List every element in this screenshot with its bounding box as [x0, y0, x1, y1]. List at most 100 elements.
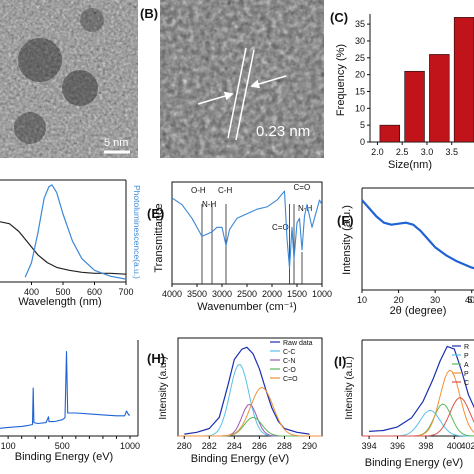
x-tick-label: 2500	[237, 289, 257, 299]
x-tick-label: 10	[357, 295, 367, 305]
panel-label-b: (B)	[140, 6, 158, 21]
arrow-left	[197, 91, 234, 105]
histogram-bar	[404, 70, 425, 143]
x-tick-label: 400	[24, 287, 39, 297]
x-tick-label: 3.5	[445, 147, 458, 157]
legend-label: C=O	[283, 376, 298, 383]
band-label: N-H	[202, 200, 216, 209]
x-tick-label: 402	[460, 441, 474, 451]
panel-label-e: (E)	[147, 206, 164, 221]
x-tick-label: 290	[302, 441, 317, 451]
x-tick-label: 2.5	[396, 147, 409, 157]
x-tick-label: 40	[465, 295, 474, 305]
x-tick-label: 4000	[162, 289, 182, 299]
panel-g-xps-survey: 100 500 1000 Binding Energy (eV)	[0, 340, 140, 463]
x-tick-label: 1000	[312, 289, 332, 299]
legend-label: C-N	[283, 358, 295, 365]
scale-bar-label: 5 nm	[104, 137, 128, 149]
y-axis-title: Intensity (a.u.)	[341, 205, 353, 275]
x-tick-label: 3500	[187, 289, 207, 299]
y-tick-label: 10	[355, 103, 365, 113]
nanoparticle	[14, 112, 46, 144]
y-tick-label: 25	[355, 53, 365, 63]
y-tick-label: 30	[355, 36, 365, 46]
lattice-fringe-line	[235, 49, 255, 141]
x-axis-title: Wavelength (nm)	[18, 296, 101, 308]
histogram-bar	[379, 124, 401, 143]
x-tick-label: 3000	[212, 289, 232, 299]
x-tick-label: 2.0	[371, 147, 384, 157]
nanoparticle	[62, 70, 98, 106]
x-tick-label: 700	[118, 287, 133, 297]
legend-label: C-O	[283, 367, 296, 374]
raw-data-line	[369, 345, 474, 432]
x-tick-label: 280	[177, 441, 192, 451]
y-axis-title: Intensity (a.u.)	[158, 356, 169, 419]
plot-frame	[171, 181, 323, 285]
y-axis-title: Frequency (%)	[335, 44, 347, 116]
panel-label-h: (H)	[147, 351, 165, 366]
x-tick-label: 288	[277, 441, 292, 451]
x-tick-label: 500	[55, 287, 70, 297]
band-label: C=O	[294, 183, 311, 192]
x-axis-title: Binding Energy (eV)	[365, 457, 463, 469]
x-tick-label: 2000	[262, 289, 282, 299]
right-axis-title: Photoluminescence(a.u.)	[132, 185, 142, 279]
fit-component-line	[362, 409, 474, 437]
x-axis-title: Binding Energy (eV)	[191, 453, 289, 465]
y-tick-label: 0	[360, 137, 365, 147]
x-tick-label: 286	[252, 441, 267, 451]
nanoparticle	[80, 8, 104, 32]
spectrum-line	[0, 221, 127, 275]
y-tick-label: 35	[355, 19, 365, 29]
arrow-right	[250, 75, 287, 89]
y-tick-label: 5	[360, 120, 365, 130]
y-axis-title: Transmittance	[153, 203, 165, 272]
x-tick-label: 500	[55, 441, 70, 451]
x-axis-title: Binding Energy (eV)	[15, 451, 113, 463]
plot-frame	[177, 337, 323, 437]
lattice-fringe-line	[227, 47, 247, 139]
nanoparticle	[18, 38, 62, 82]
y-axis-title: Intensity (a.u.)	[344, 356, 355, 419]
x-tick-label: 20	[394, 295, 404, 305]
x-tick-label: 5	[467, 295, 472, 305]
histogram-bar	[429, 54, 450, 143]
legend-label: P	[464, 353, 469, 360]
x-tick-label: 3.0	[421, 147, 434, 157]
legend-label: C	[464, 380, 469, 387]
legend-label: C-C	[283, 349, 295, 356]
x-tick-label: 282	[202, 441, 217, 451]
x-tick-label: 396	[390, 441, 405, 451]
band-label: C-H	[218, 186, 232, 195]
x-axis-title: Size(nm)	[388, 159, 432, 171]
y-tick-label: 20	[355, 70, 365, 80]
xrd-line	[361, 199, 474, 270]
x-tick-label: 400	[447, 441, 462, 451]
legend-label: A	[464, 362, 469, 369]
fit-component-line	[178, 387, 322, 437]
ftir-line	[171, 190, 323, 269]
y-tick-label: 15	[355, 86, 365, 96]
x-axis-title: 2θ (degree)	[390, 305, 447, 317]
legend-label: Raw data	[283, 340, 313, 347]
panel-label-f: (F)	[337, 213, 354, 228]
histogram-bar	[453, 17, 474, 143]
x-tick-label: 100	[1, 441, 16, 451]
panel-a-tem-image: 5 nm	[0, 0, 152, 158]
panel-label-i: (I)	[334, 354, 346, 369]
fit-component-line	[362, 397, 474, 437]
band-label: N-H	[298, 204, 312, 213]
x-tick-label: 398	[418, 441, 433, 451]
x-tick-label: 394	[362, 441, 377, 451]
x-tick-label: 1000	[120, 441, 140, 451]
panel-f-xrd-pattern: (F) 10 20 30 405 2θ (degree) Intensity (a.u.)	[337, 187, 474, 317]
x-axis-title: Wavenumber (cm⁻¹)	[197, 301, 297, 313]
x-tick-label: 30	[430, 295, 440, 305]
panel-c-size-histogram: (C) 2.0 2.5 3.0 3.5 0 5 10 15 20 25 30 35 Size(nm) Fr…	[330, 10, 474, 171]
panel-d-optical-spectra: 400 500 600 700 Wavelength (nm) Photoluminesc…	[0, 179, 142, 308]
band-label: C=O	[272, 223, 289, 232]
